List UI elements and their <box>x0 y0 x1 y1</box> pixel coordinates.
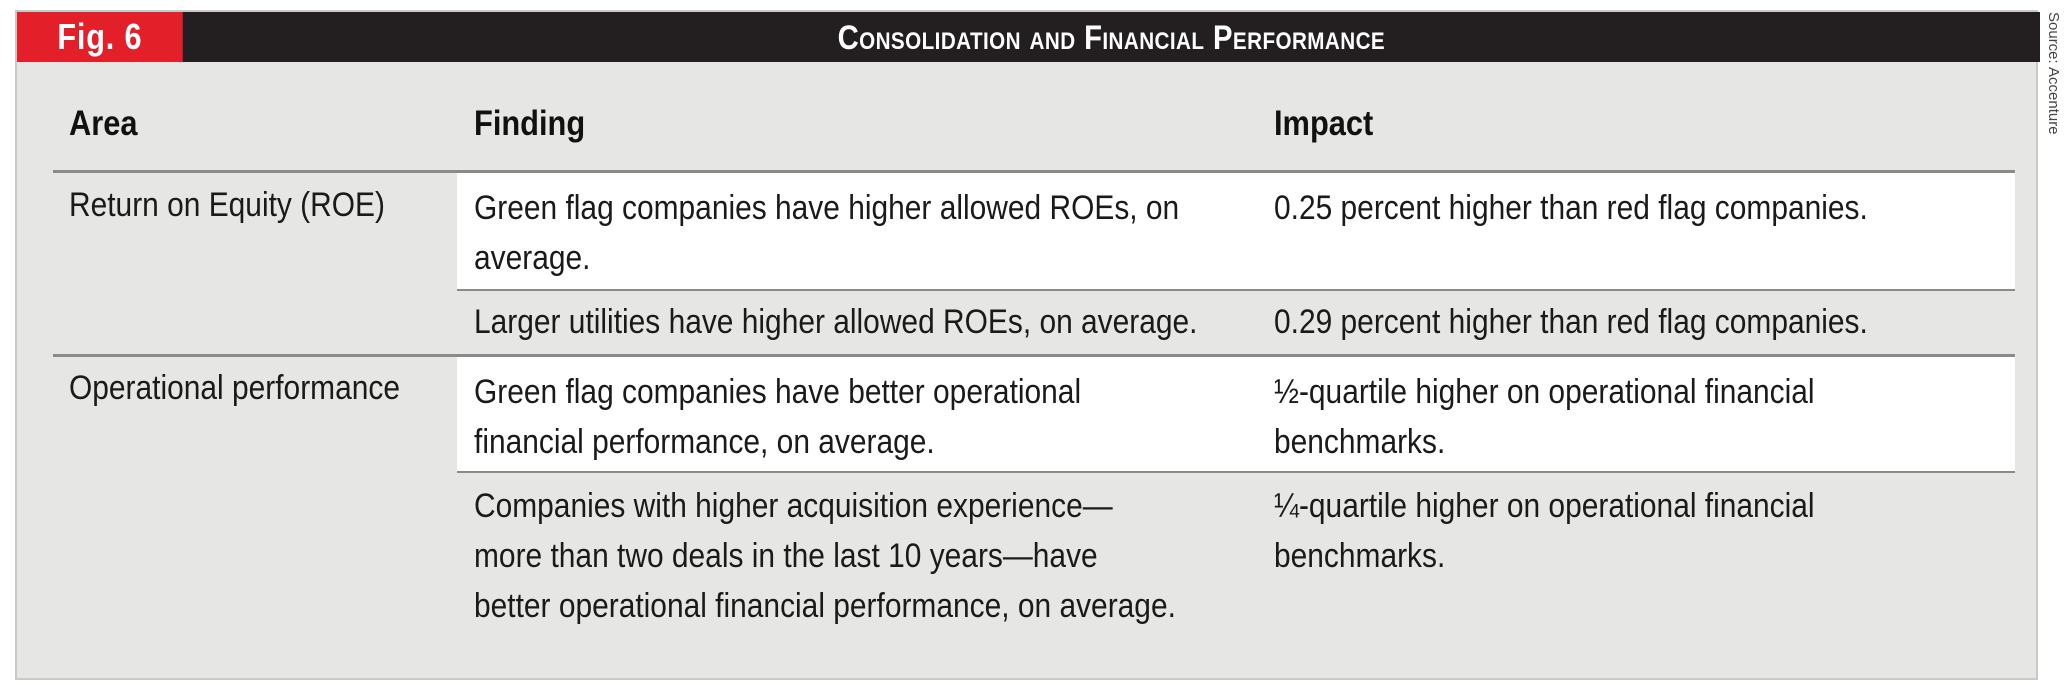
finding-cell: Companies with higher acquisition experi… <box>474 487 1176 625</box>
finding-cell: Green flag companies have better operati… <box>474 373 1082 461</box>
row-divider <box>457 289 2015 291</box>
figure-title: Consolidation and Financial Performance <box>183 12 2040 62</box>
group-divider <box>53 354 2015 357</box>
impact-cell: ¼-quartile higher on operational financi… <box>1274 487 1815 575</box>
column-header-area: Area <box>69 104 138 143</box>
source-credit: Source: Accenture <box>2045 12 2062 135</box>
area-label-roe: Return on Equity (ROE) <box>69 186 385 224</box>
finding-cell: Green flag companies have higher allowed… <box>474 189 1180 277</box>
figure-number-tag: Fig. 6 <box>17 12 183 62</box>
impact-cell: 0.29 percent higher than red flag compan… <box>1274 303 1868 341</box>
figure-panel: Fig. 6 Consolidation and Financial Perfo… <box>15 10 2040 680</box>
table-row: Green flag companies have better operati… <box>457 357 2015 472</box>
impact-cell: 0.25 percent higher than red flag compan… <box>1274 189 1868 227</box>
column-header-finding: Finding <box>474 104 586 143</box>
table-row: Green flag companies have higher allowed… <box>457 173 2015 291</box>
title-bar: Fig. 6 Consolidation and Financial Perfo… <box>17 12 2040 62</box>
table-row: Larger utilities have higher allowed ROE… <box>457 291 2015 357</box>
row-divider <box>457 471 2015 473</box>
column-header-impact: Impact <box>1274 104 1374 143</box>
table-row: Companies with higher acquisition experi… <box>457 473 2015 643</box>
impact-cell: ½-quartile higher on operational financi… <box>1274 373 1815 461</box>
finding-cell: Larger utilities have higher allowed ROE… <box>474 303 1198 341</box>
area-label-operational: Operational performance <box>69 369 400 407</box>
header-divider <box>53 170 2015 173</box>
figure-title-text: Consolidation and Financial Performance <box>837 19 1386 57</box>
